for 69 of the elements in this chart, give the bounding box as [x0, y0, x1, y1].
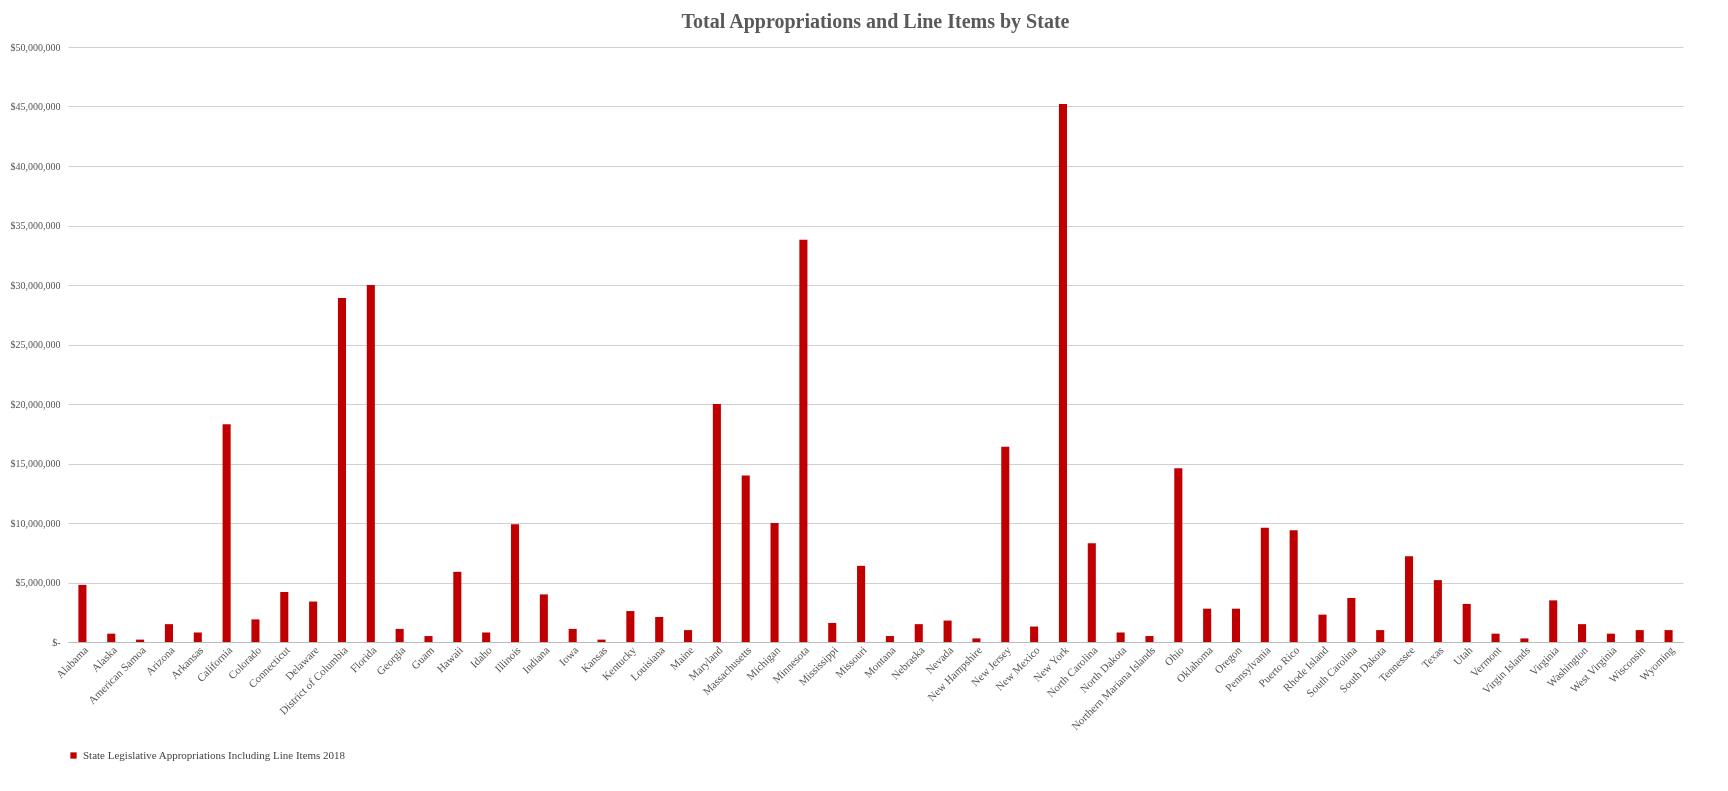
bar	[395, 628, 404, 642]
bar	[1001, 446, 1010, 642]
bar	[712, 404, 721, 642]
bar	[626, 611, 635, 642]
y-tick-label: $15,000,000	[10, 458, 61, 469]
y-tick-label: $35,000,000	[10, 220, 61, 231]
bar	[1578, 624, 1587, 642]
bar	[482, 632, 491, 642]
bar	[539, 594, 548, 642]
y-tick-label: $50,000,000	[10, 41, 61, 53]
bar	[1404, 556, 1414, 642]
chart-title: Total Appropriations and Line Items by State	[681, 10, 1070, 33]
bar	[1433, 580, 1442, 642]
bar	[280, 592, 289, 642]
bar	[1606, 633, 1615, 642]
bar	[1058, 104, 1067, 642]
bar	[1318, 614, 1327, 642]
bar	[1203, 608, 1212, 642]
bar	[1664, 630, 1673, 642]
bar	[684, 630, 693, 642]
bar	[741, 475, 750, 642]
bar	[1231, 608, 1241, 642]
bar	[914, 624, 923, 642]
bar	[828, 622, 837, 642]
bar	[885, 636, 894, 642]
y-tick-label: $45,000,000	[10, 101, 61, 112]
bar	[1289, 530, 1298, 642]
bar	[1635, 630, 1644, 642]
y-tick-label: $5,000,000	[15, 577, 61, 588]
bar	[1347, 597, 1356, 642]
bar	[1030, 626, 1039, 642]
y-tick-label: $20,000,000	[10, 398, 61, 410]
y-tick-label: $30,000,000	[10, 279, 61, 291]
y-tick-label: $40,000,000	[10, 160, 61, 172]
bar	[1462, 603, 1471, 642]
bar	[1549, 600, 1558, 642]
y-tick-label: $10,000,000	[10, 517, 61, 529]
bar	[770, 523, 779, 642]
bar	[510, 524, 520, 642]
bar	[1491, 633, 1500, 642]
bar	[1116, 632, 1125, 642]
y-tick-label: $-	[52, 636, 61, 648]
bar	[1260, 527, 1269, 642]
bar	[251, 619, 260, 642]
bar	[1087, 543, 1096, 642]
bar	[972, 638, 981, 642]
bar	[857, 565, 866, 642]
bar	[1174, 468, 1183, 642]
bar	[366, 285, 375, 642]
bar	[107, 633, 116, 642]
y-tick-label: $25,000,000	[10, 339, 61, 350]
bar	[568, 628, 577, 642]
bar	[453, 571, 462, 642]
bar	[424, 636, 433, 642]
bar	[943, 620, 952, 642]
bar	[1520, 638, 1529, 642]
bar	[78, 584, 87, 642]
bar	[597, 639, 606, 642]
bar	[309, 601, 318, 642]
bar	[1145, 636, 1154, 642]
bar	[655, 617, 664, 642]
bar	[337, 298, 347, 642]
bar	[164, 624, 173, 642]
legend-label: State Legislative Appropriations Including Line Items 2018	[83, 748, 346, 761]
bar	[193, 632, 202, 642]
bar	[1376, 630, 1385, 642]
bar	[222, 424, 231, 642]
bar	[799, 239, 808, 642]
x-tick-label: Iowa	[556, 643, 581, 668]
